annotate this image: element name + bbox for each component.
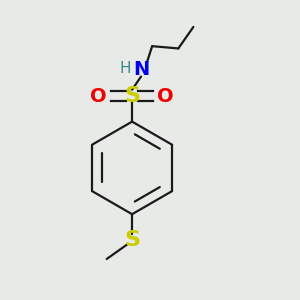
Text: S: S: [124, 86, 140, 106]
Text: H: H: [120, 61, 131, 76]
Text: O: O: [90, 87, 107, 106]
Text: S: S: [124, 230, 140, 250]
Text: O: O: [157, 87, 174, 106]
Text: N: N: [133, 61, 149, 80]
